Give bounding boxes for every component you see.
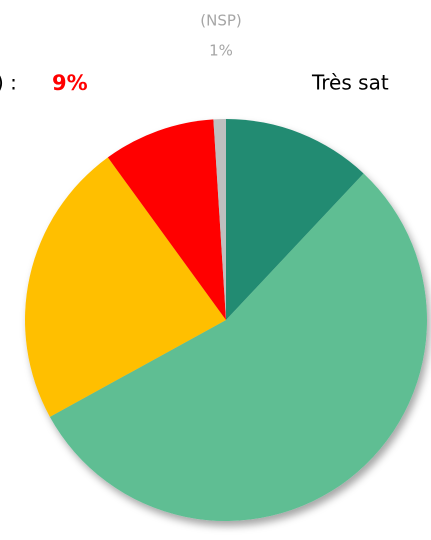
- pie-slice: [25, 157, 227, 417]
- pie-slice: [107, 119, 226, 320]
- category-label: Très sat: [311, 71, 389, 95]
- pie: [25, 119, 428, 522]
- value-label: 9%: [52, 71, 88, 95]
- category-label: ) :: [0, 71, 17, 95]
- pie-slice: [226, 119, 364, 320]
- pie-slice: [213, 119, 226, 320]
- category-label: (NSP): [200, 12, 242, 30]
- value-label: 1%: [209, 42, 233, 60]
- pie-slice: [49, 173, 428, 522]
